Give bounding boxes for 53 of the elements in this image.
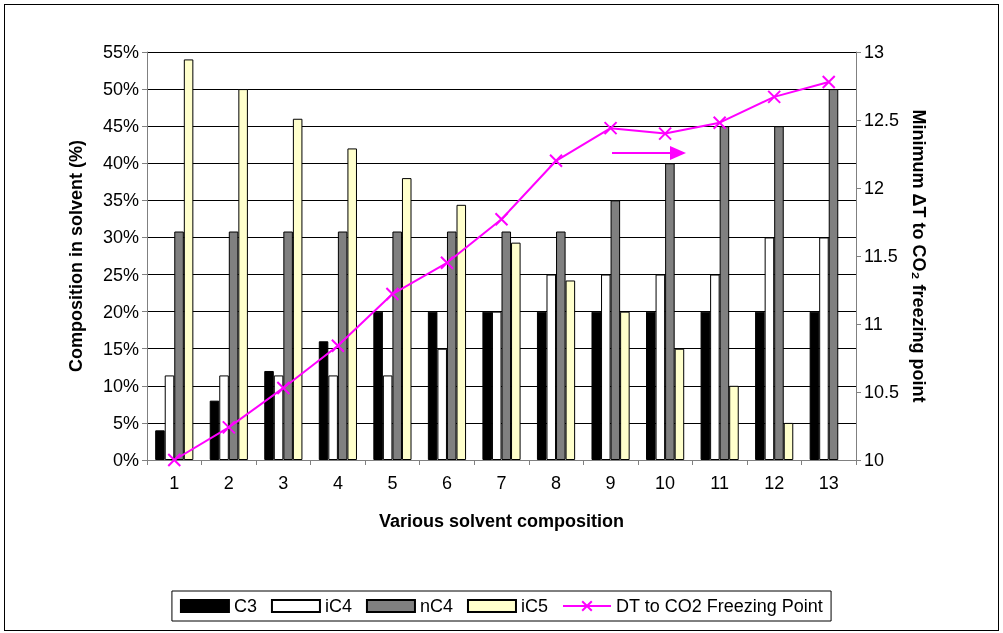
y-tick-label: 15%: [102, 338, 139, 359]
y-tick-label: 45%: [102, 116, 139, 137]
y-tick-label: 55%: [102, 42, 139, 62]
y2-tick-label: 10: [864, 450, 885, 470]
legend-label: C3: [233, 596, 257, 616]
y-tick-label: 20%: [102, 301, 139, 322]
legend-label: iC4: [324, 596, 352, 616]
x-tick-label: 7: [496, 473, 507, 493]
y2-tick-label: 12.5: [864, 110, 900, 130]
y2-tick-label: 11.5: [864, 246, 898, 266]
y-tick-label: 50%: [102, 79, 139, 100]
x-tick-label: 11: [710, 473, 729, 493]
legend-label: nC4: [419, 596, 453, 616]
y2-tick-label: 11: [864, 314, 883, 334]
legend-label: DT to CO2 Freezing Point: [615, 596, 823, 616]
point: [549, 153, 564, 168]
x-tick-label: 5: [387, 473, 398, 493]
point: [603, 121, 618, 136]
y2-tick-label: 10.5: [864, 382, 900, 402]
y-tick-label: 35%: [102, 190, 139, 211]
point: [385, 287, 400, 302]
point: [276, 380, 291, 395]
point: [712, 115, 727, 130]
legend-label: iC5: [520, 596, 548, 616]
x-tick-label: 2: [223, 473, 234, 493]
x-tick-label: 12: [764, 473, 785, 493]
y2-axis-title: Minimum ΔT to CO₂ freezing point: [908, 109, 929, 403]
x-tick-label: 4: [332, 473, 343, 493]
x-tick-label: 8: [551, 473, 562, 493]
y2-tick-label: 13: [864, 42, 885, 62]
point: [221, 420, 236, 435]
point: [167, 453, 182, 467]
point: [767, 89, 782, 104]
x-tick-label: 6: [441, 473, 452, 493]
x-tick-label: 10: [655, 473, 676, 493]
y-axis-title: Composition in solvent (%): [66, 140, 86, 372]
y-tick-label: 5%: [112, 412, 139, 433]
point: [494, 212, 509, 227]
point: [821, 74, 836, 89]
x-axis-title: Various solvent composition: [378, 511, 625, 531]
y-tick-label: 30%: [102, 227, 139, 248]
point: [658, 126, 673, 141]
x-tick-label: 9: [605, 473, 616, 493]
point: [330, 338, 345, 353]
y-tick-label: 40%: [102, 153, 139, 174]
x-tick-label: 1: [169, 473, 180, 493]
x-tick-label: 3: [278, 473, 289, 493]
x-tick-label: 13: [818, 473, 839, 493]
y-tick-label: 10%: [102, 375, 139, 396]
point: [439, 255, 454, 270]
y2-tick-label: 12: [864, 178, 885, 198]
y-tick-label: 0%: [112, 450, 139, 470]
y-tick-label: 25%: [102, 264, 139, 285]
